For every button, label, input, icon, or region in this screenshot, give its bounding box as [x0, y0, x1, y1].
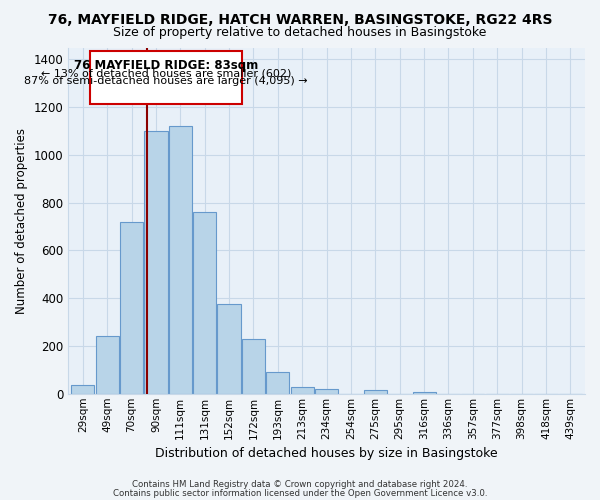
Bar: [364, 390, 387, 394]
Text: 76 MAYFIELD RIDGE: 83sqm: 76 MAYFIELD RIDGE: 83sqm: [74, 60, 259, 72]
Bar: [290, 386, 314, 394]
Bar: [217, 304, 241, 394]
Text: Contains HM Land Registry data © Crown copyright and database right 2024.: Contains HM Land Registry data © Crown c…: [132, 480, 468, 489]
Bar: [120, 222, 143, 394]
Text: 87% of semi-detached houses are larger (4,095) →: 87% of semi-detached houses are larger (…: [25, 76, 308, 86]
Text: 76, MAYFIELD RIDGE, HATCH WARREN, BASINGSTOKE, RG22 4RS: 76, MAYFIELD RIDGE, HATCH WARREN, BASING…: [48, 12, 552, 26]
Bar: [95, 336, 119, 394]
FancyBboxPatch shape: [90, 51, 242, 104]
Text: ← 13% of detached houses are smaller (602): ← 13% of detached houses are smaller (60…: [41, 68, 292, 78]
Bar: [242, 339, 265, 394]
Bar: [266, 372, 289, 394]
Bar: [193, 212, 216, 394]
X-axis label: Distribution of detached houses by size in Basingstoke: Distribution of detached houses by size …: [155, 447, 498, 460]
Text: Size of property relative to detached houses in Basingstoke: Size of property relative to detached ho…: [113, 26, 487, 39]
Bar: [413, 392, 436, 394]
Bar: [145, 131, 167, 394]
Text: Contains public sector information licensed under the Open Government Licence v3: Contains public sector information licen…: [113, 489, 487, 498]
Y-axis label: Number of detached properties: Number of detached properties: [15, 128, 28, 314]
Bar: [71, 386, 94, 394]
Bar: [169, 126, 192, 394]
Bar: [315, 389, 338, 394]
